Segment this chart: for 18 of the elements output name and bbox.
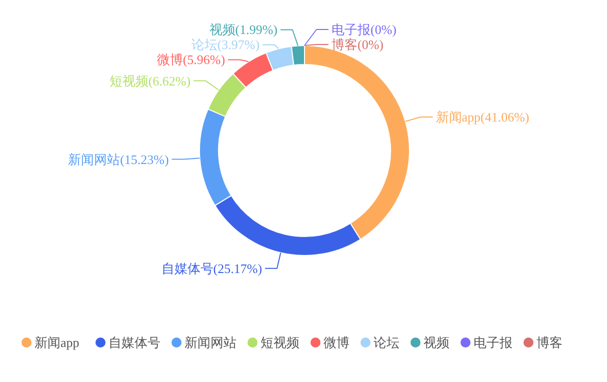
data-label: 短视频(6.62%) [109,73,191,88]
text: 博客(0%) [332,37,384,52]
data-label: 新闻app(41.06%) [436,109,530,124]
legend-label: 自媒体号 [108,335,160,350]
data-label: 新闻网站(15.23%) [68,152,169,167]
legend-label: 新闻网站 [184,335,236,350]
text: 电子报(0%) [332,22,396,37]
legend-label: 视频 [424,335,450,350]
data-label: 论坛(3.97%) [191,37,260,52]
legend-label: 论坛 [374,335,400,350]
legend-label: 新闻app [34,335,80,350]
legend-label: 电子报 [474,335,512,350]
data-label: 微博(5.96%) [156,52,226,68]
data-label: 自媒体号(25.17%) [161,260,262,276]
legend-label: 短视频 [260,335,300,350]
legend-label: 博客 [536,335,562,350]
legend-label: 微博 [324,335,350,350]
data-label: 视频(1.99%) [209,22,278,38]
